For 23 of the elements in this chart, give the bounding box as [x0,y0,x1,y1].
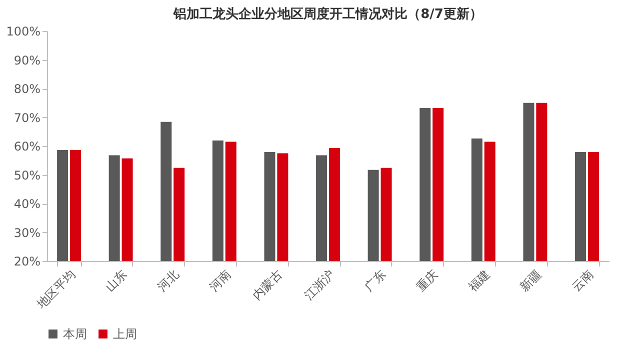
y-tick-label: 70% [14,110,40,125]
y-tick-label: 20% [14,254,40,268]
y-tick-label: 30% [14,226,40,240]
legend-label: 上周 [113,327,137,341]
legend-label: 本周 [63,327,87,341]
x-tick-label: 江浙沪 [302,267,337,302]
y-tick-label: 50% [14,168,40,182]
x-tick-label: 新疆 [517,267,544,294]
y-tick-label: 80% [14,82,40,96]
x-tick-label: 山东 [102,267,130,294]
x-tick-label: 福建 [466,267,492,294]
x-tick-label: 地区平均 [33,267,78,312]
y-tick-label: 40% [14,197,40,211]
y-tick-label: 90% [14,53,40,68]
x-tick-label: 云南 [569,267,596,294]
y-tick-label: 100% [6,24,40,38]
x-tick-label: 内蒙古 [250,267,286,302]
x-tick-label: 重庆 [414,267,441,294]
x-tick-label: 河南 [206,267,234,294]
y-tick-label: 60% [14,140,40,154]
x-tick-label: 广东 [362,267,389,294]
x-tick-label: 河北 [154,267,182,294]
chart-title: 铝加工龙头企业分地区周度开工情况对比（8/7更新） [172,6,482,22]
